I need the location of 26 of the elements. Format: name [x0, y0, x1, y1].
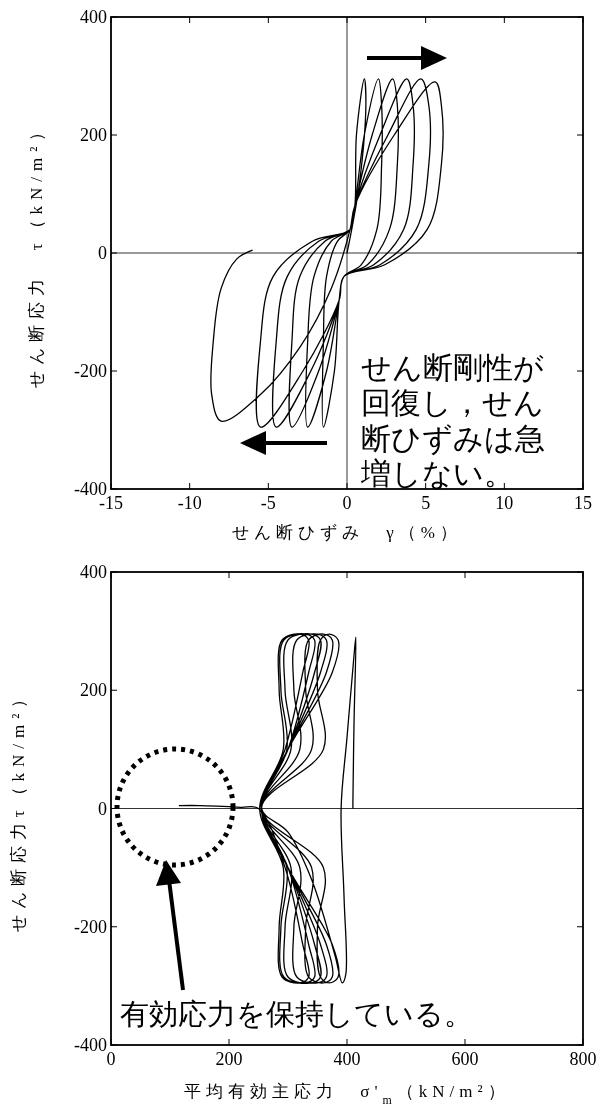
- x-tick-label: 400: [333, 1049, 361, 1069]
- y-tick-label: -400: [74, 479, 107, 499]
- y-tick-label: 400: [80, 7, 107, 27]
- y-tick-label: 0: [98, 243, 107, 263]
- x-tick-label: 15: [574, 493, 592, 513]
- y-axis-title: せん断応力 τ（kN/m²）: [27, 117, 46, 389]
- y-tick-label: 200: [80, 680, 107, 701]
- annotation: 有効応力を保持している。: [120, 997, 473, 1031]
- x-tick-label: 600: [451, 1049, 479, 1069]
- y-tick-label: 200: [80, 125, 107, 145]
- y-tick-label: -400: [74, 1035, 107, 1055]
- x-tick-label: 5: [421, 493, 431, 513]
- x-tick-label: -5: [260, 493, 276, 513]
- x-tick-label: 800: [569, 1049, 597, 1069]
- x-tick-label: -10: [177, 493, 202, 513]
- x-axis-title: せん断ひずみ γ（%）: [232, 523, 462, 542]
- x-tick-label: 0: [342, 493, 352, 513]
- x-tick-label: 200: [215, 1049, 243, 1069]
- y-axis-title: せん断応力τ（kN/m²）: [9, 684, 28, 933]
- x-tick-label: 10: [495, 493, 514, 513]
- x-axis-title: 平均有効主応力 σ'$_{m}$（kN/m²）: [184, 1082, 510, 1107]
- y-tick-label: 0: [98, 798, 107, 819]
- y-tick-label: 400: [80, 562, 107, 582]
- y-tick-label: -200: [74, 361, 107, 381]
- annotation: せん断剛性が回復し，せん断ひずみは急増しない。: [360, 350, 545, 492]
- y-tick-label: -200: [74, 916, 107, 937]
